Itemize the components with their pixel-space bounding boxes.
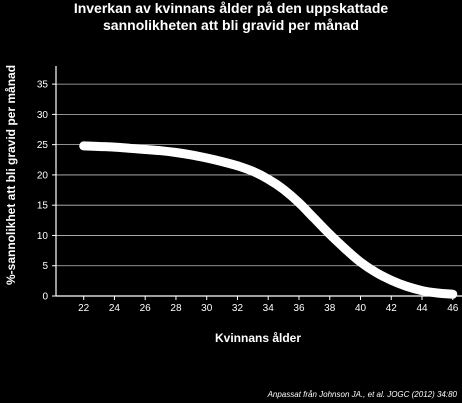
y-tick-label: 5 [42,261,48,272]
data-point [312,216,317,221]
chart-title-line2: sannolikheten att bli gravid per månad [103,17,359,33]
x-tick-label: 24 [109,303,121,314]
data-point [220,159,225,164]
x-tick-label: 40 [355,303,367,314]
x-tick-label: 26 [140,303,152,314]
chart-title-line1: Inverkan av kvinnans ålder på den uppska… [74,0,389,16]
data-point [127,146,132,151]
data-point [81,143,86,148]
data-point [112,145,117,150]
x-axis-label: Kvinnans ålder [215,331,301,345]
x-tick-label: 28 [170,303,182,314]
data-point [296,200,301,205]
data-point [189,152,194,157]
x-tick-label: 34 [263,303,275,314]
data-point [143,147,148,152]
y-tick-label: 10 [37,231,49,242]
data-point [358,260,363,265]
x-tick-label: 38 [324,303,336,314]
plot-area [79,141,458,299]
data-point [404,284,409,289]
data-point [450,292,455,297]
series-line-0 [79,141,458,299]
y-tick-label: 30 [37,110,49,121]
y-tick-label: 25 [37,140,49,151]
data-point [266,177,271,182]
x-tick-label: 42 [386,303,398,314]
y-tick-label: 20 [37,170,49,181]
data-point [327,232,332,237]
data-point [435,290,440,295]
data-point [250,169,255,174]
data-point [373,270,378,275]
x-tick-label: 30 [201,303,213,314]
y-tick-label: 35 [37,80,49,91]
x-tick-label: 44 [416,303,428,314]
x-tick-label: 36 [293,303,305,314]
x-tick-label: 32 [232,303,244,314]
data-point [420,288,425,293]
y-tick-label: 0 [42,292,48,303]
data-point [97,144,102,149]
axes [52,66,462,300]
data-point [173,150,178,155]
y-tick-label: 15 [37,201,49,212]
x-tick-labels: 22 24 26 28 30 32 34 36 38 40 42 44 46 [78,303,459,314]
x-tick-label: 22 [78,303,90,314]
data-point [389,278,394,283]
data-point [281,187,286,192]
y-axis-label: %-sannolikhet att bli gravid per månad [4,65,18,285]
data-point [235,163,240,168]
y-tick-labels: 0 5 10 15 20 25 30 35 [37,80,49,303]
data-point [158,148,163,153]
data-point [343,246,348,251]
data-point [204,155,209,160]
source-note: Anpassat från Johnson JA., et al. JOGC (… [267,390,458,399]
x-tick-label: 46 [447,303,459,314]
